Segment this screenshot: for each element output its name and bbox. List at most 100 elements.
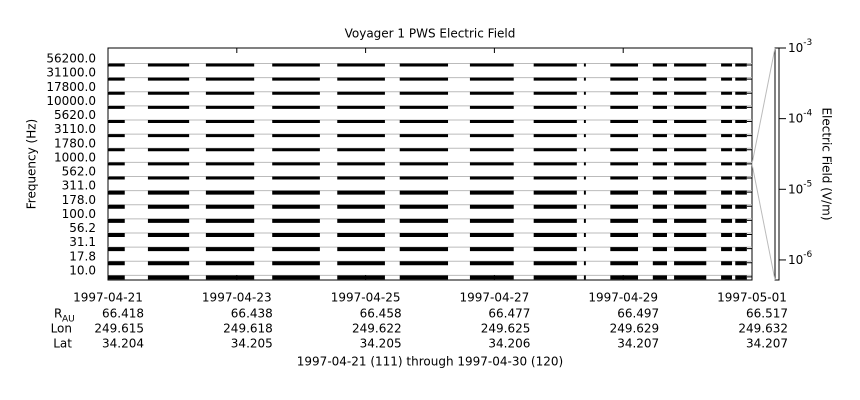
data-strip <box>147 91 190 95</box>
y-tick-label: 5620.0 <box>54 108 96 122</box>
data-strip <box>735 247 747 252</box>
ephemeris-value: 66.438 <box>231 307 273 321</box>
data-strip <box>147 261 190 266</box>
data-strip <box>533 91 577 95</box>
data-strip <box>272 63 320 67</box>
data-strip <box>399 91 449 95</box>
data-strip <box>610 148 639 152</box>
data-strip <box>337 190 385 195</box>
data-strip <box>108 63 125 67</box>
data-strip <box>583 190 586 195</box>
data-strip <box>205 105 255 109</box>
y2-tick-label: 10-5 <box>788 179 812 196</box>
ephemeris-value: 34.204 <box>102 337 144 351</box>
ephemeris-value: 66.517 <box>746 307 788 321</box>
y-axis-label: Frequency (Hz) <box>25 119 39 210</box>
data-strip <box>469 120 514 123</box>
y-tick-label: 56200.0 <box>46 52 96 66</box>
data-strip <box>735 162 747 166</box>
y-tick-label: 31100.0 <box>46 66 96 80</box>
data-strip <box>399 190 449 195</box>
data-strip <box>674 275 707 280</box>
data-strip <box>272 148 320 152</box>
data-strip <box>272 261 320 266</box>
ephemeris-label: Lat <box>53 337 72 351</box>
data-strip <box>674 204 707 209</box>
data-strip <box>721 148 733 152</box>
data-strip <box>721 275 733 280</box>
data-strip <box>735 105 747 109</box>
ephemeris-value: 249.629 <box>610 322 660 336</box>
ephemeris-value: 34.207 <box>617 337 659 351</box>
data-strip <box>674 148 707 152</box>
data-strip <box>735 176 747 180</box>
data-strip <box>272 275 320 280</box>
y-tick-label: 1780.0 <box>54 136 96 150</box>
colorbar <box>774 47 780 281</box>
data-strip <box>735 77 747 81</box>
data-strip <box>108 275 125 280</box>
data-strip <box>147 233 190 237</box>
ephemeris-value: 66.458 <box>360 307 402 321</box>
data-strip <box>583 247 586 252</box>
ephemeris-value: 249.615 <box>94 322 144 336</box>
data-strip <box>147 134 190 138</box>
data-strip <box>583 134 586 138</box>
y-tick-label: 10000.0 <box>46 94 96 108</box>
y2-tick-base: 10 <box>788 252 803 266</box>
data-strip <box>533 275 577 280</box>
data-strip <box>583 148 586 152</box>
y2-tick-exponent: -4 <box>803 108 812 118</box>
data-strip <box>721 120 733 123</box>
data-strip <box>610 233 639 237</box>
y-tick-label: 17800.0 <box>46 80 96 94</box>
y2-tick-base: 10 <box>788 41 803 55</box>
ephemeris-value: 249.632 <box>738 322 788 336</box>
data-strip <box>108 148 125 152</box>
data-strip <box>205 218 255 223</box>
data-strip <box>147 148 190 152</box>
data-strip <box>674 176 707 180</box>
data-strip <box>108 176 125 180</box>
data-strip <box>469 247 514 252</box>
data-strip <box>533 77 577 81</box>
data-strip <box>108 261 125 266</box>
y2-tick-base: 10 <box>788 182 803 196</box>
y-tick-label: 178.0 <box>62 193 96 207</box>
connector <box>751 163 776 281</box>
data-strip <box>337 120 385 123</box>
data-strip <box>533 176 577 180</box>
data-strip <box>533 162 577 166</box>
data-strip <box>610 247 639 252</box>
data-strip <box>337 176 385 180</box>
data-strip <box>652 233 667 237</box>
data-strip <box>108 204 125 209</box>
data-strip <box>337 233 385 237</box>
data-strip <box>610 77 639 81</box>
data-strip <box>337 63 385 67</box>
y-tick-label: 100.0 <box>62 207 96 221</box>
ephemeris-label: Lon <box>51 322 72 336</box>
data-strip <box>583 233 586 237</box>
data-strip <box>652 190 667 195</box>
data-strip <box>674 105 707 109</box>
data-strip <box>108 247 125 252</box>
data-strip <box>108 120 125 123</box>
data-strip <box>610 261 639 266</box>
data-strip <box>674 190 707 195</box>
data-strip <box>469 176 514 180</box>
data-strip <box>399 134 449 138</box>
data-strip <box>337 77 385 81</box>
ephemeris-value: 66.497 <box>617 307 659 321</box>
data-strip <box>735 275 747 280</box>
data-strip <box>205 162 255 166</box>
data-strip <box>108 190 125 195</box>
data-strip <box>610 134 639 138</box>
y2-tick-exponent: -6 <box>803 249 812 259</box>
data-strip <box>469 190 514 195</box>
data-strip <box>469 148 514 152</box>
data-strip <box>652 204 667 209</box>
data-strip <box>147 190 190 195</box>
data-strip <box>610 204 639 209</box>
